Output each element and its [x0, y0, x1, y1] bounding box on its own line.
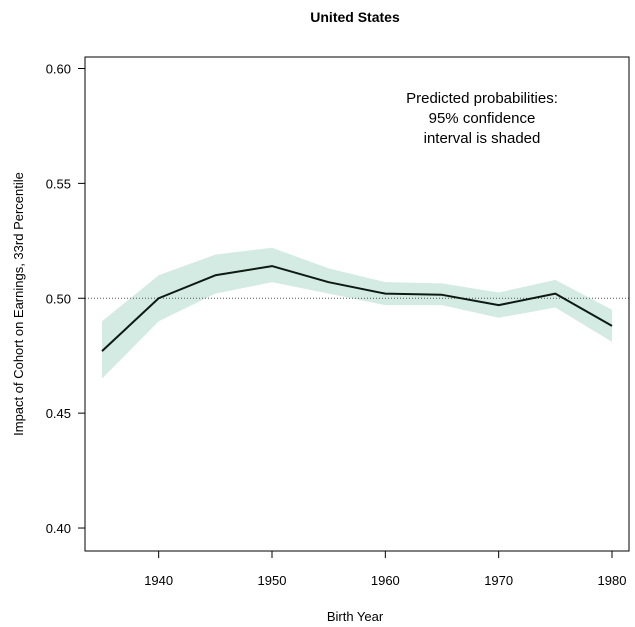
y-tick-label: 0.40: [46, 521, 71, 536]
annotation-line: interval is shaded: [424, 130, 541, 147]
annotation-line: Predicted probabilities:: [406, 90, 558, 107]
x-axis-label: Birth Year: [327, 609, 384, 624]
x-tick-label: 1940: [144, 573, 173, 588]
y-axis: 0.40 0.45 0.50 0.55 0.60: [46, 61, 85, 536]
y-tick-label: 0.45: [46, 406, 71, 421]
x-tick-label: 1970: [484, 573, 513, 588]
annotation-line: 95% confidence: [429, 110, 536, 127]
y-tick-label: 0.60: [46, 61, 71, 76]
chart-title: United States: [310, 9, 400, 25]
series-line: [101, 265, 613, 352]
plot-area: [85, 247, 629, 379]
x-tick-label: 1960: [371, 573, 400, 588]
y-tick-label: 0.55: [46, 176, 71, 191]
confidence-band: [102, 247, 612, 379]
annotation: Predicted probabilities: 95% confidence in…: [406, 90, 558, 147]
x-tick-label: 1980: [598, 573, 627, 588]
x-tick-label: 1950: [258, 573, 287, 588]
x-axis: 1940 1950 1960 1970 1980: [144, 551, 626, 588]
y-tick-label: 0.50: [46, 291, 71, 306]
y-axis-label: Impact of Cohort on Earnings, 33rd Perce…: [11, 172, 26, 436]
plot-frame: [84, 56, 630, 552]
